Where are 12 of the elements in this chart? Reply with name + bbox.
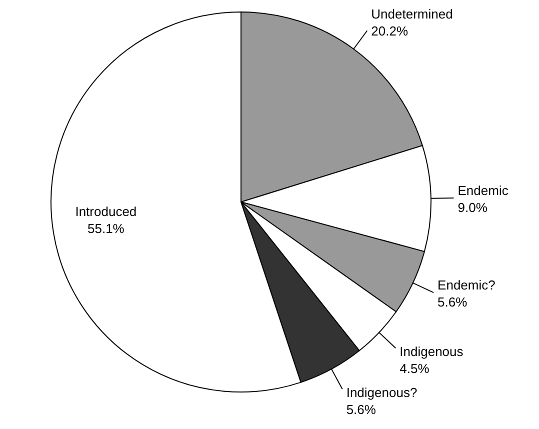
slice-label: Undetermined	[371, 6, 453, 22]
data-label: 5.6%	[438, 294, 468, 310]
slice-label: Indigenous	[400, 344, 464, 360]
slice-label: Endemic?	[438, 278, 496, 293]
slice-label: Indigenous?	[346, 385, 418, 400]
data-label: 55.1%	[88, 220, 125, 236]
data-label: 4.5%	[400, 361, 430, 376]
data-label: 5.6%	[346, 402, 376, 418]
slice-label: Endemic	[458, 182, 509, 198]
data-label: 9.0%	[458, 200, 488, 215]
slice-label: Introduced	[75, 204, 137, 219]
data-label: 20.2%	[371, 24, 408, 39]
